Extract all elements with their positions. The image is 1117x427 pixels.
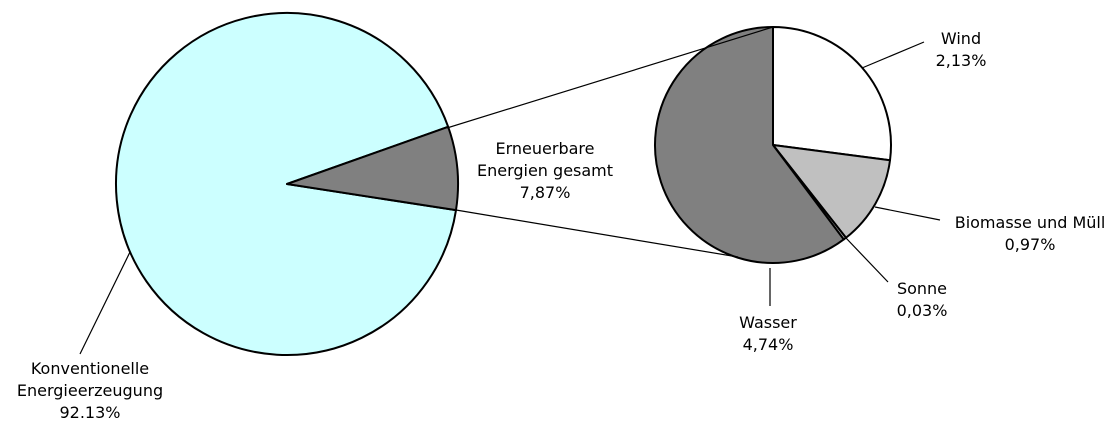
leader-line [845,237,889,283]
value-label: 0,97% [1004,235,1056,254]
slice-label: Wind 2,13% [901,28,1021,72]
pie-slice [115,12,457,356]
slice-label: Biomasse und Müll 0,97% [940,212,1117,256]
slice-label: Wasser 4,74% [718,312,818,356]
category-label: Biomasse und Müll [954,213,1106,232]
value-label: 4,74% [742,335,794,354]
connector-line [446,26,774,129]
value-label: 2,13% [935,51,987,70]
connector-line [455,209,739,258]
value-label: 0,03% [896,301,948,320]
category-label: Sonne [896,279,948,298]
category-label: Wind [940,29,982,48]
slice-label: Konventionelle Energieerzeugung 92.13% [0,358,180,424]
leader-line [874,206,941,221]
slice-label: Sonne 0,03% [872,278,972,322]
leader-line [861,41,925,69]
connectors [79,26,941,355]
leader-line [79,251,131,355]
category-label: Wasser [739,313,797,332]
category-label: Erneuerbare Energien gesamt [476,139,614,180]
value-label: 7,87% [519,183,571,202]
category-label: Konventionelle Energieerzeugung [16,359,164,400]
pies [115,12,892,356]
slice-label: Erneuerbare Energien gesamt 7,87% [470,138,620,204]
pie-slice [772,144,892,239]
pie-slice [772,26,892,162]
value-label: 92.13% [59,403,121,422]
pie-slice [654,26,845,264]
